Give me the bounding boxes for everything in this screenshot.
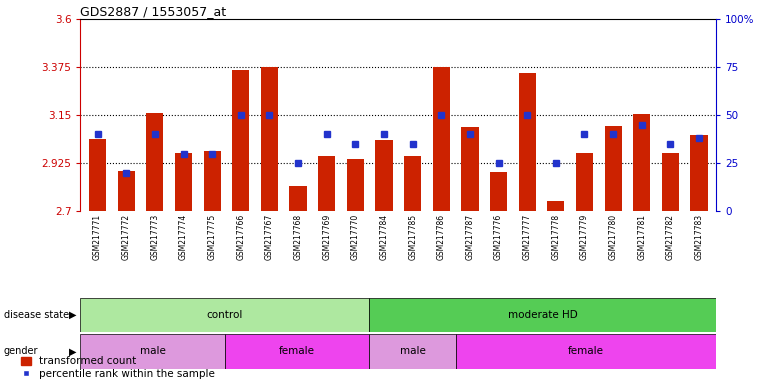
Bar	[456, 334, 716, 369]
Bar	[290, 185, 306, 211]
Bar	[369, 334, 456, 369]
Bar	[118, 170, 135, 211]
Bar	[80, 298, 369, 332]
Bar	[175, 152, 192, 211]
Bar	[633, 114, 650, 211]
Bar	[204, 151, 221, 211]
Text: male: male	[400, 346, 426, 356]
Bar	[576, 152, 593, 211]
Bar	[547, 200, 565, 211]
Text: GSM217787: GSM217787	[466, 214, 474, 260]
Bar	[690, 136, 708, 211]
Text: GSM217784: GSM217784	[379, 214, 388, 260]
Text: female: female	[279, 346, 315, 356]
Text: disease state: disease state	[4, 310, 69, 320]
Text: gender: gender	[4, 346, 38, 356]
Bar	[146, 113, 163, 211]
Legend: transformed count, percentile rank within the sample: transformed count, percentile rank withi…	[21, 356, 215, 379]
Bar	[80, 334, 225, 369]
Text: GSM217781: GSM217781	[637, 214, 647, 260]
Bar	[433, 67, 450, 211]
Text: GSM217772: GSM217772	[122, 214, 131, 260]
Bar	[404, 156, 421, 211]
Text: GSM217780: GSM217780	[609, 214, 617, 260]
Text: GSM217773: GSM217773	[150, 214, 159, 260]
Bar	[604, 126, 622, 211]
Text: GSM217771: GSM217771	[93, 214, 102, 260]
Text: GSM217776: GSM217776	[494, 214, 503, 260]
Text: GSM217783: GSM217783	[695, 214, 703, 260]
Text: GSM217786: GSM217786	[437, 214, 446, 260]
Bar	[369, 298, 716, 332]
Text: GSM217778: GSM217778	[552, 214, 561, 260]
Text: GSM217779: GSM217779	[580, 214, 589, 260]
Bar	[375, 140, 393, 211]
Bar	[519, 73, 535, 211]
Bar	[232, 70, 250, 211]
Text: GSM217769: GSM217769	[322, 214, 331, 260]
Text: GDS2887 / 1553057_at: GDS2887 / 1553057_at	[80, 5, 227, 18]
Text: ▶: ▶	[69, 346, 77, 356]
Text: male: male	[139, 346, 165, 356]
Text: moderate HD: moderate HD	[508, 310, 578, 320]
Bar	[662, 152, 679, 211]
Bar	[318, 156, 336, 211]
Bar	[461, 127, 479, 211]
Text: GSM217785: GSM217785	[408, 214, 417, 260]
Text: control: control	[207, 310, 243, 320]
Text: GSM217777: GSM217777	[522, 214, 532, 260]
Text: GSM217767: GSM217767	[265, 214, 274, 260]
Text: GSM217782: GSM217782	[666, 214, 675, 260]
Text: GSM217768: GSM217768	[293, 214, 303, 260]
Bar	[347, 159, 364, 211]
Bar	[225, 334, 369, 369]
Bar	[89, 139, 106, 211]
Text: GSM217766: GSM217766	[236, 214, 245, 260]
Text: female: female	[568, 346, 604, 356]
Text: GSM217775: GSM217775	[208, 214, 217, 260]
Text: GSM217770: GSM217770	[351, 214, 360, 260]
Bar	[261, 67, 278, 211]
Bar	[490, 172, 507, 211]
Text: GSM217774: GSM217774	[179, 214, 188, 260]
Text: ▶: ▶	[69, 310, 77, 320]
